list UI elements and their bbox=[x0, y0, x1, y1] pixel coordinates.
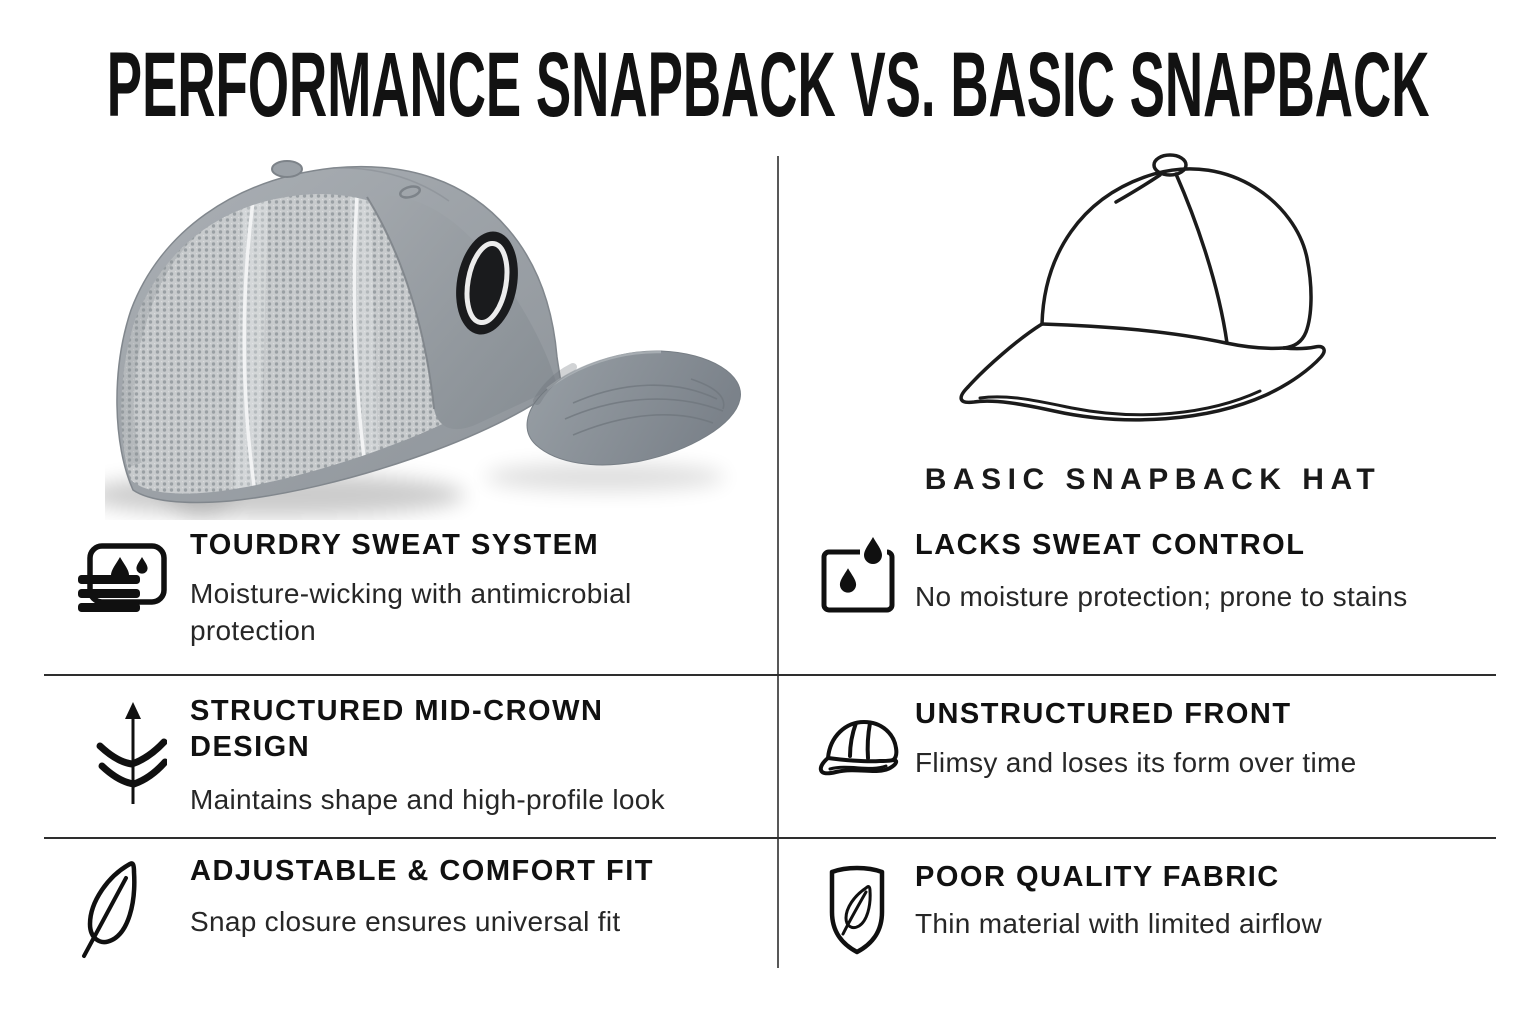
arrow-up-structure-icon bbox=[95, 700, 167, 808]
feature-body-poor-fabric: Thin material with limited airflow bbox=[915, 908, 1322, 939]
feature-heading-adjustable: ADJUSTABLE & COMFORT FIT bbox=[190, 855, 654, 887]
page-title-wrap: PERFORMANCE SNAPBACK VS. BASIC SNAPBACK bbox=[0, 39, 1536, 131]
shield-leaf-icon bbox=[826, 864, 888, 956]
feature-heading-tourdry: TOURDRY SWEAT SYSTEM bbox=[190, 529, 600, 561]
basic-cap-illustration bbox=[959, 153, 1326, 422]
trucker-hat-illustration bbox=[105, 160, 741, 520]
feature-body-unstructured: Flimsy and loses its form over time bbox=[915, 747, 1357, 778]
feature-body-lacks-sweat: No moisture protection; prone to stains bbox=[915, 581, 1408, 612]
feature-body-structured: Maintains shape and high-profile look bbox=[190, 784, 665, 815]
feature-heading-lacks-sweat: LACKS SWEAT CONTROL bbox=[915, 529, 1306, 561]
leaf-icon bbox=[80, 860, 144, 960]
horizontal-divider-2 bbox=[44, 837, 1496, 839]
feature-heading-poor-fabric: POOR QUALITY FABRIC bbox=[915, 861, 1280, 893]
cap-outline-icon bbox=[818, 712, 902, 782]
feature-body-tourdry: Moisture-wicking with antimicrobial prot… bbox=[190, 578, 632, 646]
feature-body-adjustable: Snap closure ensures universal fit bbox=[190, 906, 621, 937]
feature-heading-unstructured: UNSTRUCTURED FRONT bbox=[915, 698, 1292, 730]
feature-heading-structured: STRUCTURED MID-CROWN DESIGN bbox=[190, 695, 604, 763]
droplets-box-icon bbox=[820, 530, 896, 614]
performance-snapback-photo bbox=[105, 145, 750, 520]
horizontal-divider-1 bbox=[44, 674, 1496, 676]
basic-snapback-caption: BASIC SNAPBACK HAT bbox=[924, 463, 1382, 496]
hat-logo-patch bbox=[456, 231, 518, 335]
vertical-divider bbox=[777, 156, 779, 968]
page-title: PERFORMANCE SNAPBACK VS. BASIC SNAPBACK bbox=[106, 34, 1430, 136]
basic-snapback-drawing bbox=[930, 140, 1390, 450]
sweatband-droplets-icon bbox=[76, 542, 168, 620]
